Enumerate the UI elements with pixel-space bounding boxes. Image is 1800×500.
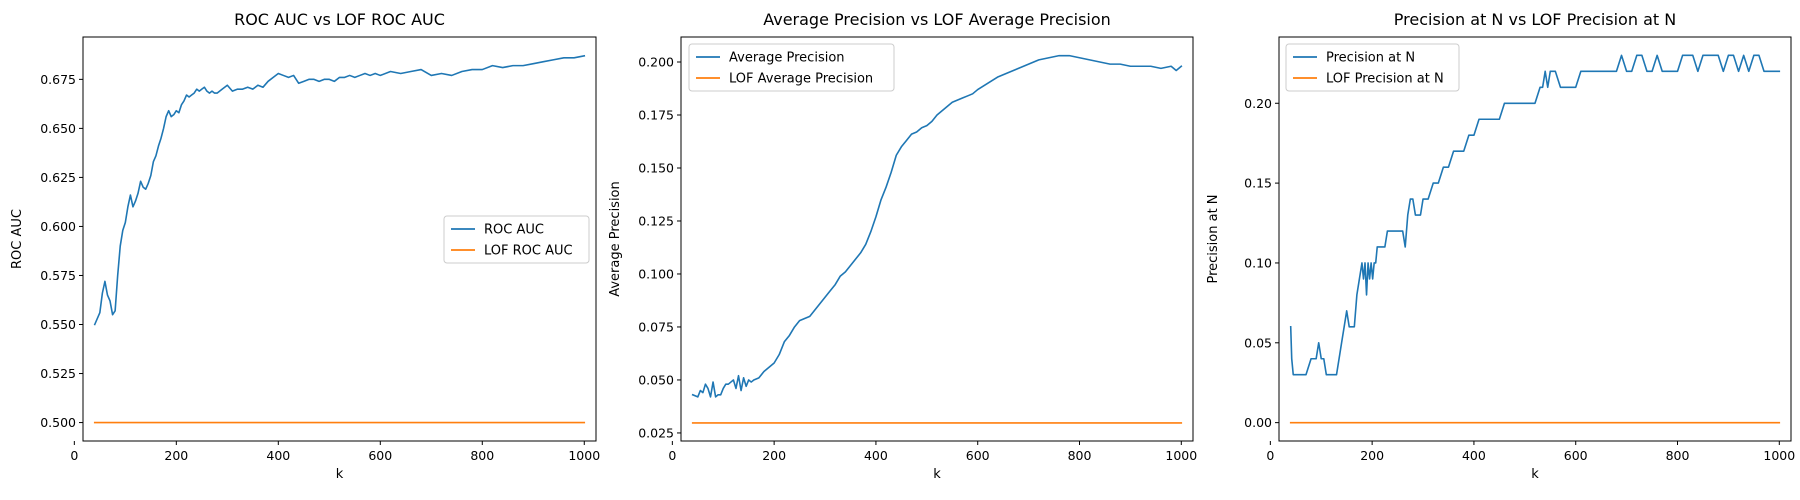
- y-tick-label: 0.125: [638, 213, 674, 228]
- plot-area: [1289, 54, 1781, 424]
- x-axis-label: k: [1531, 467, 1539, 482]
- legend: ROC AUC LOF ROC AUC: [443, 215, 590, 264]
- y-tick-label: 0.550: [40, 317, 76, 332]
- subplot-roc-auc: ROC AUC vs LOF ROC AUC 0 200 400 600 800 1000 0…: [10, 10, 600, 482]
- y-tick-label: 0.10: [1244, 255, 1272, 270]
- legend-label: ROC AUC: [484, 223, 544, 238]
- x-tick-label: 1000: [568, 448, 600, 463]
- x-tick-label: 800: [1068, 448, 1092, 463]
- y-tick-label: 0.175: [638, 108, 674, 123]
- y-axis-label: Precision at N: [1206, 194, 1221, 283]
- subplot-precision-at-n: Precision at N vs LOF Precision at N 0 200…: [1206, 10, 1795, 482]
- x-tick-label: 0: [70, 448, 78, 463]
- y-tick-label: 0.025: [638, 425, 674, 440]
- y-tick-label: 0.15: [1244, 176, 1272, 191]
- axes-frame: [680, 36, 1194, 442]
- series-line-precision-at-n: [1289, 54, 1781, 376]
- x-tick-label: 800: [1666, 448, 1690, 463]
- legend-box: [688, 43, 895, 92]
- series-line-average-precision: [691, 54, 1183, 398]
- x-tick-label: 1000: [1165, 448, 1197, 463]
- x-tick-label: 800: [470, 448, 494, 463]
- y-tick-label: 0.575: [40, 268, 76, 283]
- x-tick-label: 400: [266, 448, 290, 463]
- legend-label: Precision at N: [1326, 51, 1415, 66]
- legend-box: [1285, 43, 1460, 92]
- axes-frame: [1278, 36, 1792, 442]
- x-tick-label: 600: [1564, 448, 1588, 463]
- plot-area: [691, 54, 1183, 424]
- series-line-roc-auc: [93, 54, 586, 326]
- y-axis-label: ROC AUC: [10, 209, 25, 269]
- x-tick-label: 1000: [1763, 448, 1795, 463]
- legend: Average Precision LOF Average Precision: [688, 43, 895, 92]
- chart-title: Precision at N vs LOF Precision at N: [1394, 10, 1676, 29]
- legend: Precision at N LOF Precision at N: [1285, 43, 1460, 92]
- y-tick-label: 0.625: [40, 170, 76, 185]
- x-tick-label: 400: [1462, 448, 1486, 463]
- legend-label: LOF Precision at N: [1326, 72, 1444, 87]
- axes-frame: [82, 36, 597, 442]
- legend-label: LOF ROC AUC: [484, 244, 573, 259]
- subplot-average-precision: Average Precision vs LOF Average Precisi…: [608, 10, 1197, 482]
- plot-area: [93, 54, 586, 424]
- y-axis-label: Average Precision: [608, 181, 623, 297]
- x-tick-label: 400: [864, 448, 888, 463]
- chart-title: Average Precision vs LOF Average Precisi…: [763, 10, 1111, 29]
- y-tick-label: 0.00: [1244, 415, 1272, 430]
- y-tick-label: 0.200: [638, 55, 674, 70]
- x-tick-label: 200: [164, 448, 188, 463]
- x-tick-label: 200: [762, 448, 786, 463]
- y-tick-label: 0.650: [40, 121, 76, 136]
- y-tick-label: 0.500: [40, 415, 76, 430]
- y-tick-label: 0.20: [1244, 96, 1272, 111]
- legend-label: Average Precision: [729, 51, 845, 66]
- y-tick-label: 0.050: [638, 372, 674, 387]
- legend-label: LOF Average Precision: [729, 72, 873, 87]
- x-tick-label: 600: [368, 448, 392, 463]
- y-tick-label: 0.600: [40, 219, 76, 234]
- x-axis-label: k: [933, 467, 941, 482]
- x-axis-label: k: [336, 467, 344, 482]
- chart-title: ROC AUC vs LOF ROC AUC: [234, 10, 445, 29]
- x-tick-label: 600: [966, 448, 990, 463]
- legend-box: [443, 215, 590, 264]
- x-tick-label: 200: [1360, 448, 1384, 463]
- y-tick-label: 0.100: [638, 266, 674, 281]
- y-tick-label: 0.525: [40, 366, 76, 381]
- y-tick-label: 0.075: [638, 319, 674, 334]
- y-tick-label: 0.150: [638, 160, 674, 175]
- x-tick-label: 0: [1266, 448, 1274, 463]
- y-tick-label: 0.675: [40, 72, 76, 87]
- y-tick-label: 0.05: [1244, 335, 1272, 350]
- x-tick-label: 0: [668, 448, 676, 463]
